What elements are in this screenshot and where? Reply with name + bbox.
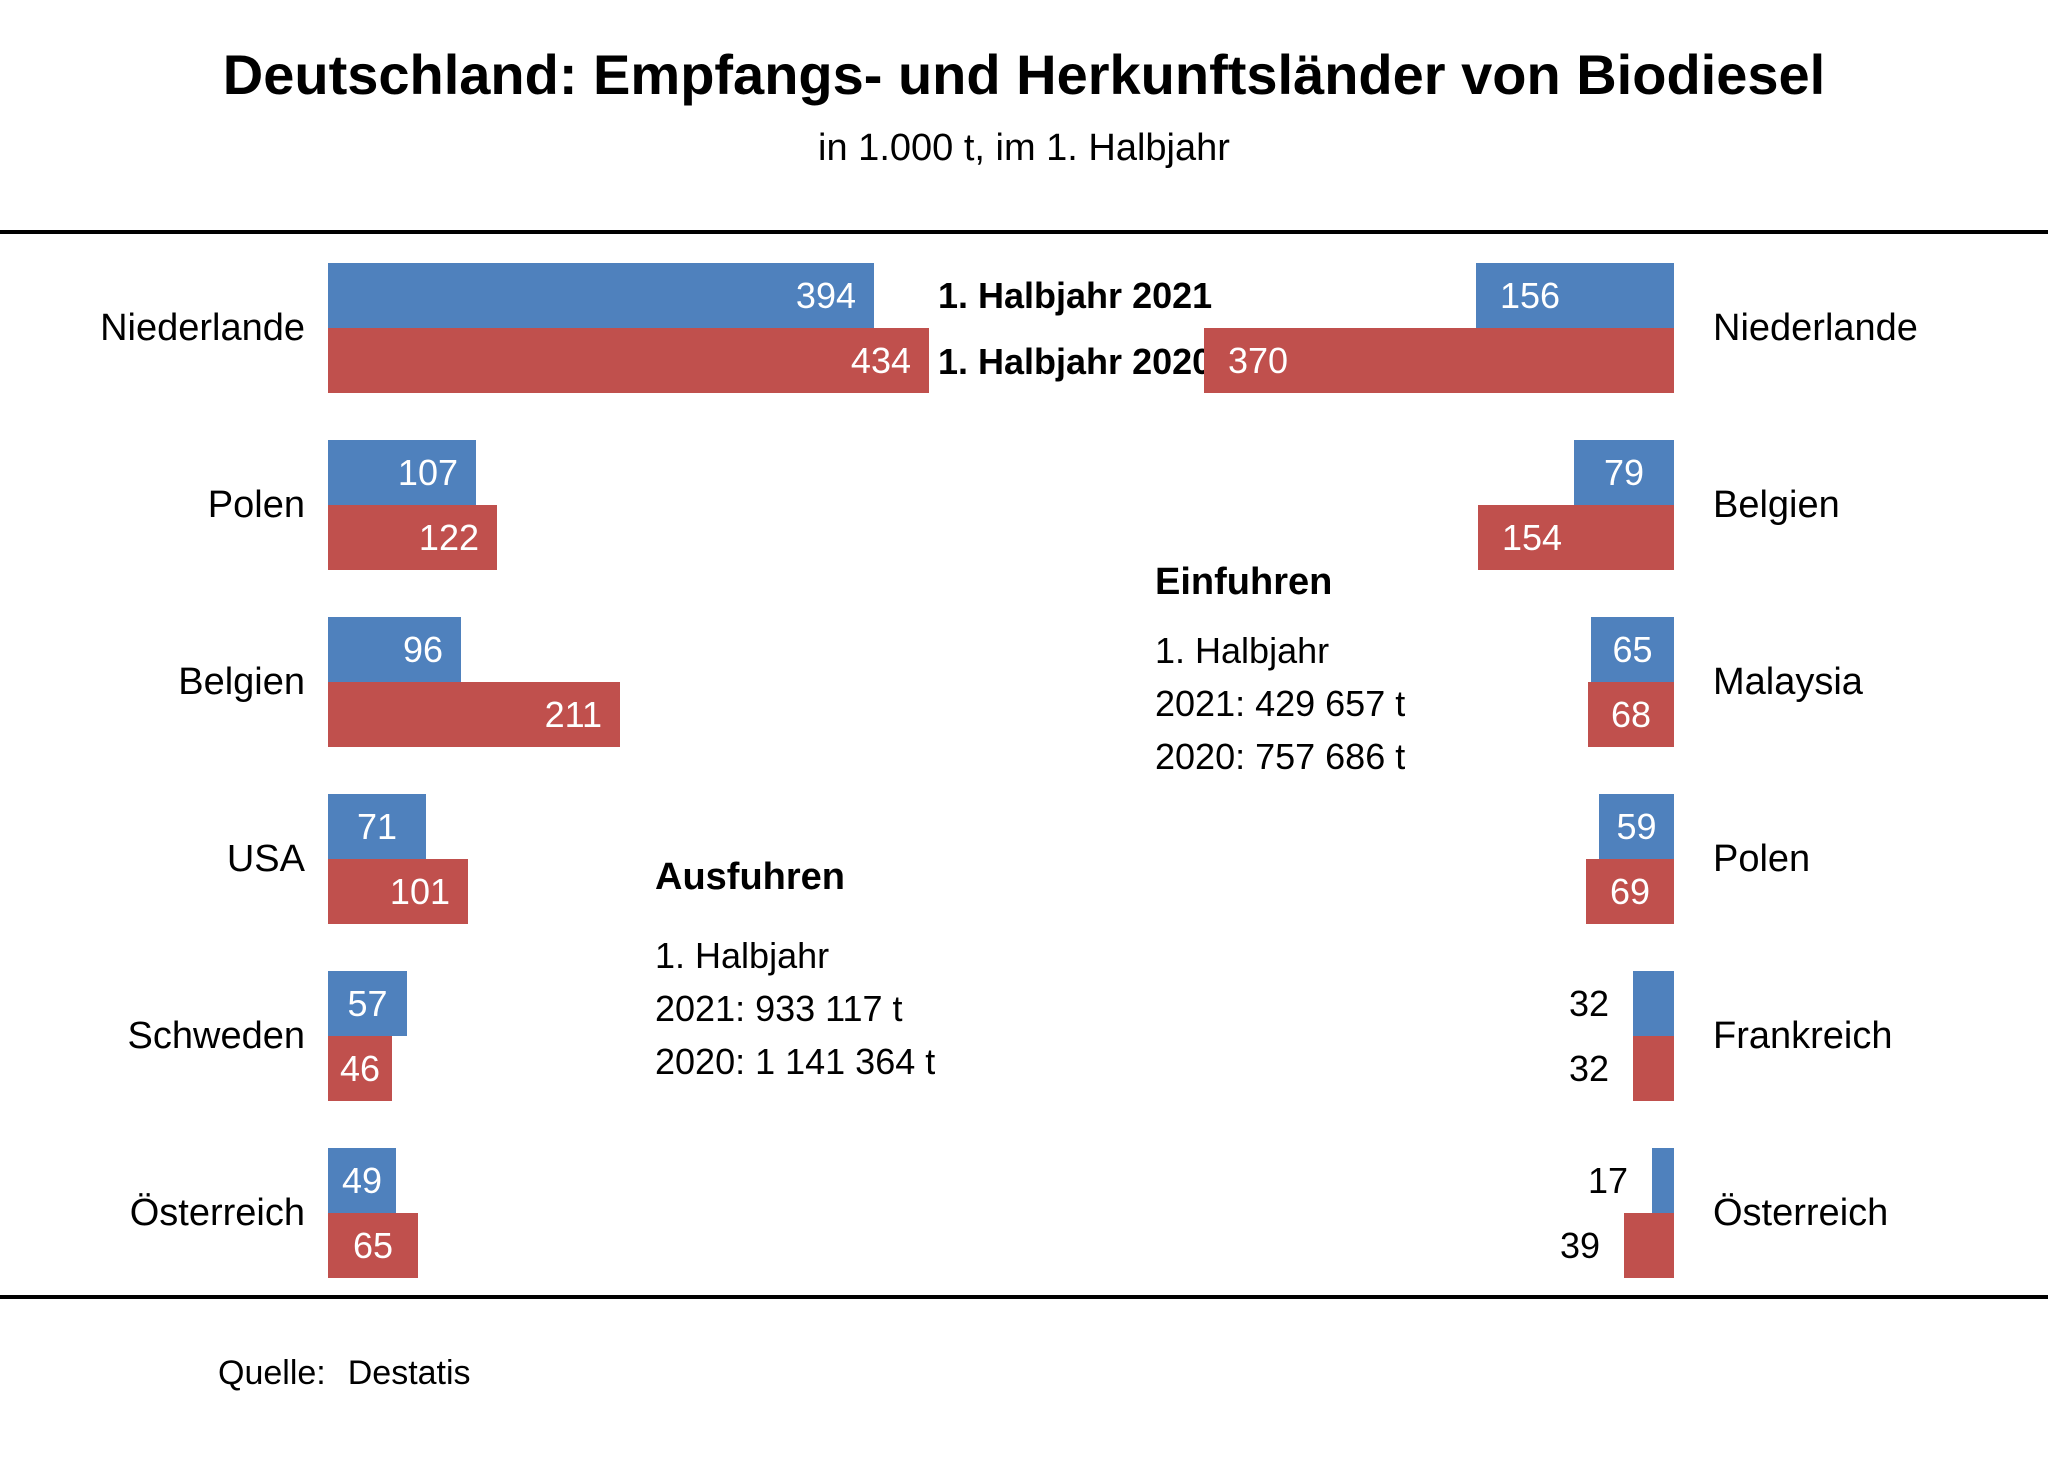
source-label: Quelle: xyxy=(218,1354,326,1392)
chart-title: Deutschland: Empfangs- und Herkunftsländ… xyxy=(222,43,1826,106)
value-label-left-belgien-2021: 96 xyxy=(402,629,443,670)
value-label-right-oesterreich-2020: 39 xyxy=(1559,1225,1600,1266)
category-label-left-polen: Polen xyxy=(207,484,305,526)
category-label-right-malaysia: Malaysia xyxy=(1713,661,1863,703)
value-label-right-polen-2020: 69 xyxy=(1609,871,1651,912)
bar-left-belgien-2020 xyxy=(328,682,620,747)
bar-right-malaysia-2021 xyxy=(1591,617,1674,682)
summary-left-line-2: 2021: 933 117 t xyxy=(655,988,903,1029)
bar-left-schweden-2021 xyxy=(328,971,407,1036)
value-label-right-malaysia-2020: 68 xyxy=(1610,694,1652,735)
bar-right-malaysia-2020 xyxy=(1588,682,1674,747)
category-label-left-niederlande: Niederlande xyxy=(100,307,305,349)
source-value: Destatis xyxy=(347,1354,471,1392)
bar-left-niederlande-2020 xyxy=(328,328,929,393)
value-label-right-frankreich-2020: 32 xyxy=(1568,1048,1609,1089)
value-label-right-niederlande-2020: 370 xyxy=(1228,340,1289,381)
bar-right-frankreich-2021 xyxy=(1633,971,1674,1036)
bar-right-polen-2021 xyxy=(1599,794,1674,859)
bar-left-oesterreich-2020 xyxy=(328,1213,418,1278)
value-label-left-usa-2020: 101 xyxy=(389,871,450,912)
value-label-right-niederlande-2021: 156 xyxy=(1500,275,1561,316)
summary-left-line-3: 2020: 1 141 364 t xyxy=(655,1041,936,1082)
bar-left-oesterreich-2021 xyxy=(328,1148,396,1213)
bar-left-usa-2020 xyxy=(328,859,468,924)
summary-right-header: Einfuhren xyxy=(1155,561,1333,603)
value-label-right-belgien-2020: 154 xyxy=(1502,517,1563,558)
bar-right-oesterreich-2020 xyxy=(1624,1213,1674,1278)
source-line: Quelle: Destatis xyxy=(218,1348,471,1398)
category-label-left-oesterreich: Österreich xyxy=(129,1192,305,1234)
value-label-left-niederlande-2020: 434 xyxy=(850,340,911,381)
summary-right-line-3: 2020: 757 686 t xyxy=(1155,736,1406,777)
bar-right-belgien-2020 xyxy=(1478,505,1674,570)
value-label-right-belgien-2021: 79 xyxy=(1603,452,1645,493)
bar-left-schweden-2020 xyxy=(328,1036,392,1101)
bar-left-belgien-2021 xyxy=(328,617,461,682)
category-label-left-belgien: Belgien xyxy=(178,661,305,703)
category-label-left-schweden: Schweden xyxy=(127,1015,305,1057)
value-label-left-usa-2021: 71 xyxy=(356,806,398,847)
category-label-right-belgien: Belgien xyxy=(1713,484,1840,526)
top-rule xyxy=(0,230,2048,234)
bar-right-belgien-2021 xyxy=(1574,440,1674,505)
bar-right-polen-2020 xyxy=(1586,859,1674,924)
bar-right-oesterreich-2021 xyxy=(1652,1148,1674,1213)
summary-right-line-2: 2021: 429 657 t xyxy=(1155,683,1406,724)
value-label-right-malaysia-2021: 65 xyxy=(1612,629,1653,670)
value-label-right-frankreich-2021: 32 xyxy=(1568,983,1609,1024)
summary-left-header: Ausfuhren xyxy=(655,856,845,898)
bar-left-polen-2021 xyxy=(328,440,476,505)
value-label-right-polen-2021: 59 xyxy=(1616,806,1657,847)
category-label-right-oesterreich: Österreich xyxy=(1713,1192,1889,1234)
value-label-left-belgien-2020: 211 xyxy=(544,694,602,735)
bar-left-usa-2021 xyxy=(328,794,426,859)
bar-right-frankreich-2020 xyxy=(1633,1036,1674,1101)
category-label-left-usa: USA xyxy=(226,838,305,880)
summary-right-line-1: 1. Halbjahr xyxy=(1155,630,1330,671)
value-label-left-oesterreich-2020: 65 xyxy=(352,1225,394,1266)
bar-right-niederlande-2020 xyxy=(1204,328,1674,393)
value-label-left-polen-2021: 107 xyxy=(397,452,458,493)
value-label-left-polen-2020: 122 xyxy=(418,517,479,558)
category-label-right-frankreich: Frankreich xyxy=(1713,1015,1893,1057)
value-label-right-oesterreich-2021: 17 xyxy=(1587,1160,1628,1201)
summary-left-line-1: 1. Halbjahr xyxy=(655,935,830,976)
bar-left-polen-2020 xyxy=(328,505,497,570)
bottom-rule xyxy=(0,1295,2048,1299)
value-label-left-oesterreich-2021: 49 xyxy=(341,1160,383,1201)
bar-left-niederlande-2021 xyxy=(328,263,874,328)
legend-2021: 1. Halbjahr 2021 xyxy=(938,275,1213,316)
legend-2020: 1. Halbjahr 2020 xyxy=(938,341,1213,382)
chart-subtitle: in 1.000 t, im 1. Halbjahr xyxy=(818,127,1230,169)
value-label-left-schweden-2021: 57 xyxy=(347,983,388,1024)
bar-right-niederlande-2021 xyxy=(1476,263,1674,328)
category-label-right-niederlande: Niederlande xyxy=(1713,307,1918,349)
value-label-left-schweden-2020: 46 xyxy=(339,1048,381,1089)
value-label-left-niederlande-2021: 394 xyxy=(795,275,856,316)
category-label-right-polen: Polen xyxy=(1713,838,1811,880)
